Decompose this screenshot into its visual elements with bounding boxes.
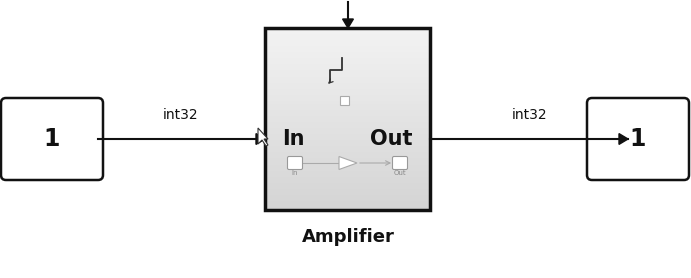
Bar [265, 55, 430, 58]
Text: Out: Out [370, 129, 413, 149]
Bar [265, 171, 430, 173]
Polygon shape [256, 134, 265, 144]
Bar [265, 104, 430, 107]
Bar [265, 180, 430, 183]
Bar [265, 98, 430, 101]
Bar [265, 107, 430, 110]
Bar [265, 168, 430, 171]
Polygon shape [258, 128, 268, 146]
Bar [265, 119, 430, 122]
Bar [265, 140, 430, 143]
Polygon shape [339, 157, 357, 170]
Bar [265, 92, 430, 95]
FancyBboxPatch shape [287, 157, 303, 170]
Text: In: In [282, 129, 305, 149]
Bar [265, 49, 430, 52]
FancyBboxPatch shape [1, 98, 103, 180]
Bar [265, 192, 430, 195]
Bar [265, 64, 430, 68]
Bar [265, 122, 430, 125]
Bar [265, 80, 430, 83]
Bar [265, 58, 430, 61]
Bar [265, 95, 430, 98]
Text: In: In [292, 170, 299, 176]
Bar [265, 155, 430, 158]
FancyBboxPatch shape [392, 157, 408, 170]
Bar [265, 177, 430, 180]
Polygon shape [343, 19, 353, 28]
Bar [265, 89, 430, 92]
Bar [265, 198, 430, 201]
Bar [265, 137, 430, 140]
Bar [265, 34, 430, 37]
Text: int32: int32 [163, 108, 199, 122]
Bar [265, 173, 430, 177]
Bar [265, 68, 430, 70]
Bar [265, 158, 430, 162]
Bar [265, 70, 430, 73]
Bar [265, 162, 430, 165]
Bar [265, 165, 430, 168]
Bar [265, 61, 430, 64]
Text: Amplifier: Amplifier [301, 228, 395, 246]
Bar [265, 201, 430, 204]
Bar [265, 116, 430, 119]
Polygon shape [619, 134, 628, 144]
Bar [265, 186, 430, 189]
Bar [265, 46, 430, 49]
Bar [265, 207, 430, 210]
Bar [341, 96, 350, 105]
Bar [265, 204, 430, 207]
Bar [265, 52, 430, 55]
Text: 1: 1 [630, 127, 646, 151]
Bar [265, 76, 430, 80]
Bar [265, 86, 430, 89]
FancyBboxPatch shape [587, 98, 689, 180]
Bar [265, 189, 430, 192]
Bar [265, 31, 430, 34]
Text: Out: Out [394, 170, 406, 176]
Bar [265, 149, 430, 152]
Bar [265, 83, 430, 86]
Bar [265, 183, 430, 186]
Bar [265, 110, 430, 113]
Bar [265, 101, 430, 104]
Bar [265, 152, 430, 155]
Bar [265, 40, 430, 43]
Bar [265, 125, 430, 128]
Bar [265, 113, 430, 116]
Bar [265, 146, 430, 149]
Bar [265, 73, 430, 76]
Bar [265, 131, 430, 134]
Text: 1: 1 [44, 127, 60, 151]
Bar [265, 28, 430, 31]
Bar [265, 134, 430, 137]
Bar [265, 143, 430, 146]
Bar [265, 128, 430, 131]
Text: int32: int32 [512, 108, 548, 122]
Bar [265, 43, 430, 46]
Bar [265, 37, 430, 40]
Bar [265, 28, 430, 210]
Bar [265, 195, 430, 198]
